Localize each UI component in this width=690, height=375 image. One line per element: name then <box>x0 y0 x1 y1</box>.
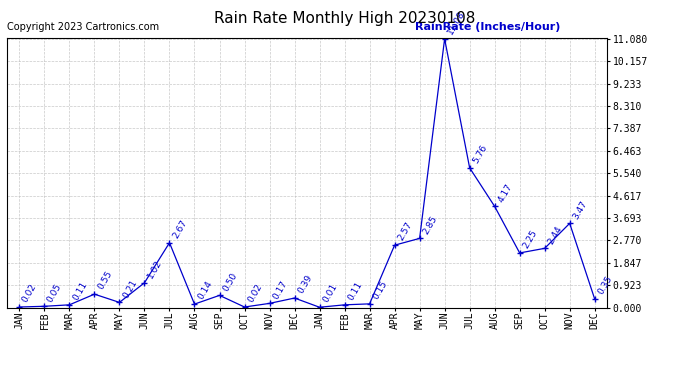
Text: 0.02: 0.02 <box>246 282 264 304</box>
Text: 0.39: 0.39 <box>296 273 314 295</box>
Text: 0.11: 0.11 <box>346 280 364 302</box>
Text: 0.35: 0.35 <box>596 274 614 296</box>
Text: RainRate (Inches/Hour): RainRate (Inches/Hour) <box>415 22 560 32</box>
Text: 0.21: 0.21 <box>121 278 139 300</box>
Text: 2.25: 2.25 <box>521 228 539 250</box>
Text: 0.02: 0.02 <box>21 282 39 304</box>
Text: 0.50: 0.50 <box>221 271 239 292</box>
Text: 2.67: 2.67 <box>171 218 188 240</box>
Text: 2.44: 2.44 <box>546 224 564 246</box>
Text: 2.85: 2.85 <box>421 214 439 236</box>
Text: 0.11: 0.11 <box>71 280 89 302</box>
Text: Copyright 2023 Cartronics.com: Copyright 2023 Cartronics.com <box>7 22 159 32</box>
Text: 0.14: 0.14 <box>196 279 214 302</box>
Text: 0.01: 0.01 <box>321 282 339 304</box>
Text: Rain Rate Monthly High 20230108: Rain Rate Monthly High 20230108 <box>215 11 475 26</box>
Text: 4.17: 4.17 <box>496 182 514 204</box>
Text: 11.08: 11.08 <box>446 9 466 36</box>
Text: 1.02: 1.02 <box>146 258 164 280</box>
Text: 0.05: 0.05 <box>46 282 63 303</box>
Text: 2.57: 2.57 <box>396 220 414 242</box>
Text: 0.15: 0.15 <box>371 279 389 301</box>
Text: 0.17: 0.17 <box>271 279 289 301</box>
Text: 3.47: 3.47 <box>571 199 589 220</box>
Text: 5.76: 5.76 <box>471 143 489 165</box>
Text: 0.55: 0.55 <box>96 270 114 291</box>
